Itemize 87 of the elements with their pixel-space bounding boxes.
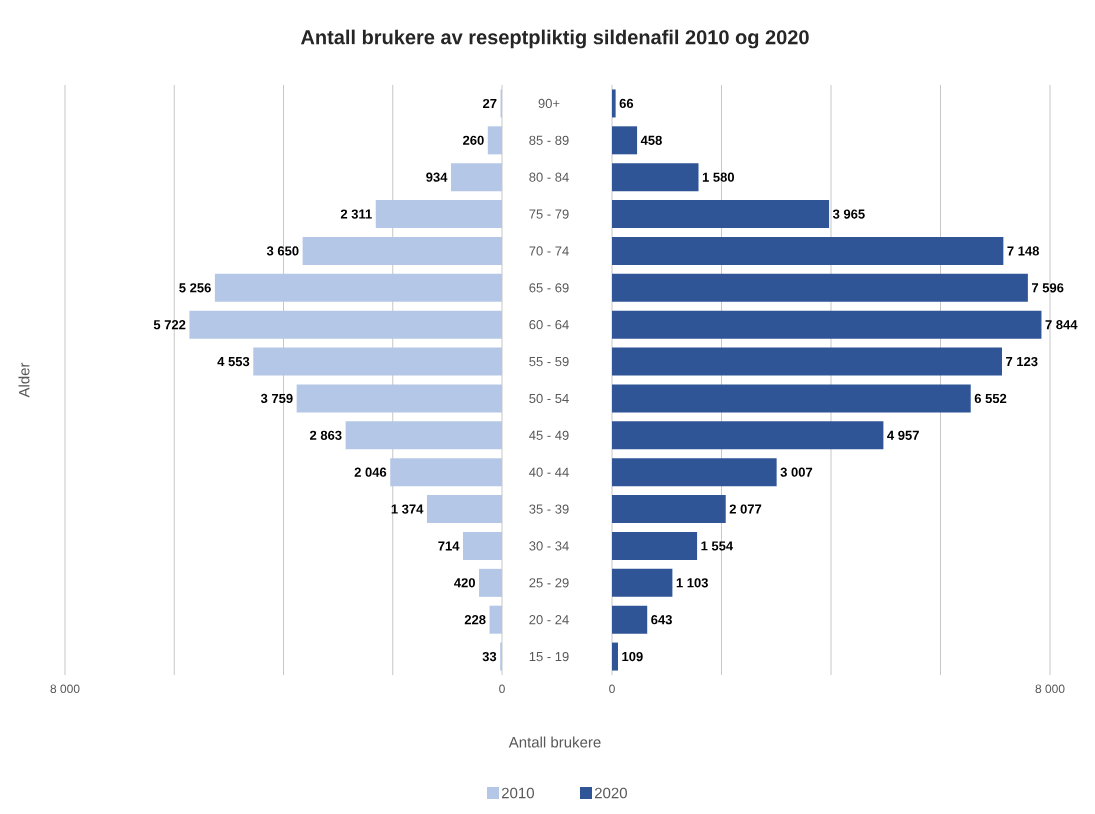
y-tick-label: 35 - 39	[529, 504, 569, 514]
bar	[345, 421, 502, 450]
data-label: 7 596	[1031, 283, 1064, 293]
bar	[296, 384, 502, 413]
data-label: 7 148	[1007, 246, 1040, 256]
data-label: 934	[426, 172, 448, 182]
y-tick-label: 85 - 89	[529, 135, 569, 145]
x-axis-title: Antall brukere	[508, 736, 601, 748]
data-label: 66	[619, 98, 634, 109]
data-label: 7 844	[1045, 320, 1078, 330]
bar	[612, 568, 673, 597]
data-label: 2 863	[310, 430, 342, 440]
bar	[612, 273, 1028, 302]
data-label: 3 759	[260, 393, 293, 404]
data-label: 4 957	[887, 430, 919, 440]
bar	[612, 605, 648, 634]
bar	[426, 495, 502, 524]
y-tick-label: 60 - 64	[529, 320, 569, 330]
bar	[612, 347, 1002, 376]
y-axis-title: Alder	[18, 362, 30, 398]
data-label: 3 965	[832, 209, 865, 219]
y-tick-label: 45 - 49	[529, 430, 569, 440]
bar	[612, 495, 726, 524]
bar	[612, 384, 971, 413]
x-tick-label: 8 000	[1035, 684, 1065, 694]
y-tick-label: 70 - 74	[529, 246, 569, 256]
data-label: 1 554	[701, 541, 734, 551]
y-tick-label: 65 - 69	[529, 283, 569, 293]
y-tick-label: 15 - 19	[529, 651, 569, 662]
bar	[612, 89, 616, 118]
data-label: 4 553	[217, 356, 250, 367]
data-label: 109	[622, 651, 643, 662]
bar	[390, 458, 502, 487]
legend-label: 2020	[594, 787, 627, 799]
bar	[612, 421, 884, 450]
data-label: 1 580	[702, 172, 735, 182]
y-tick-label: 20 - 24	[529, 615, 569, 625]
y-tick-label: 40 - 44	[529, 467, 569, 477]
y-tick-label: 80 - 84	[529, 172, 569, 182]
data-label: 228	[464, 615, 486, 625]
data-label: 5 256	[179, 283, 211, 293]
y-tick-label: 30 - 34	[529, 541, 569, 551]
data-label: 3 007	[780, 467, 813, 477]
bar	[612, 200, 830, 229]
data-label: 1 374	[391, 504, 424, 514]
data-label: 420	[454, 578, 475, 588]
legend-label: 2010	[501, 787, 534, 799]
y-tick-label: 90+	[538, 98, 560, 109]
bar	[612, 163, 699, 192]
data-label: 714	[438, 541, 460, 551]
bar	[302, 236, 502, 265]
bar	[612, 236, 1004, 265]
x-tick-label: 0	[609, 684, 615, 694]
data-label: 27	[482, 98, 497, 108]
bar	[463, 531, 502, 560]
bar	[375, 200, 502, 229]
bar	[612, 458, 777, 487]
bar	[487, 126, 502, 155]
data-label: 7 123	[1006, 356, 1038, 367]
data-label: 2 311	[340, 209, 372, 219]
x-tick-label: 8 000	[50, 684, 80, 694]
data-label: 33	[482, 651, 497, 662]
data-label: 2 046	[354, 467, 387, 477]
bar	[612, 310, 1042, 339]
data-label: 5 722	[153, 320, 186, 330]
bar	[612, 531, 698, 560]
data-label: 6 552	[974, 393, 1007, 404]
y-tick-label: 50 - 54	[529, 393, 569, 404]
data-label: 260	[463, 135, 484, 145]
data-label: 643	[651, 615, 672, 625]
bar	[479, 568, 502, 597]
bar	[253, 347, 502, 376]
data-label: 458	[640, 135, 662, 145]
data-label: 3 650	[266, 246, 299, 256]
y-tick-label: 55 - 59	[529, 356, 569, 367]
bar	[214, 273, 502, 302]
y-tick-label: 25 - 29	[529, 578, 569, 588]
bar	[612, 642, 618, 671]
bar	[612, 126, 638, 155]
data-label: 1 103	[676, 578, 708, 588]
y-tick-label: 75 - 79	[529, 209, 569, 219]
x-tick-label: 0	[499, 684, 505, 694]
bar	[189, 310, 502, 339]
bar	[450, 163, 502, 192]
text: Antall brukere av reseptpliktig sildenafil 2010 og 2020	[300, 29, 809, 49]
bar	[489, 605, 502, 634]
data-label: 2 077	[729, 504, 762, 514]
